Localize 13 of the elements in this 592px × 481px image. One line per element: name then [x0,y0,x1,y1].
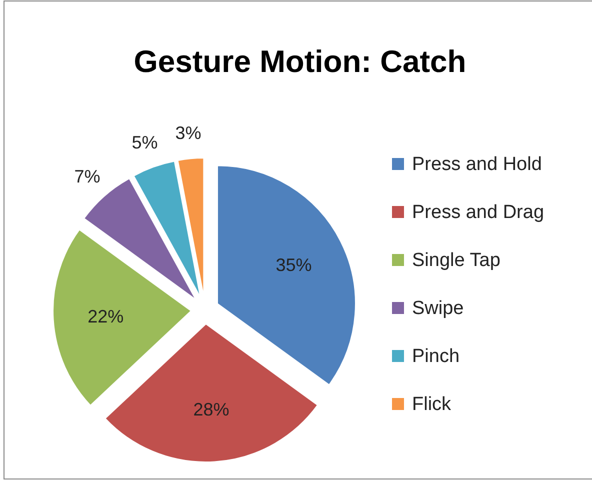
data-label: 7% [74,166,100,186]
legend-label: Swipe [412,298,464,319]
legend-label: Single Tap [412,250,500,271]
chart-title: Gesture Motion: Catch [134,44,466,79]
legend-label: Flick [412,394,452,415]
data-label: 22% [88,306,124,326]
legend-label: Press and Drag [412,202,544,223]
legend-label: Press and Hold [412,154,542,175]
data-label: 28% [193,399,230,420]
legend-label: Pinch [412,346,460,367]
data-label: 35% [276,254,312,275]
data-label: 3% [175,122,202,143]
data-label: 5% [132,132,158,153]
